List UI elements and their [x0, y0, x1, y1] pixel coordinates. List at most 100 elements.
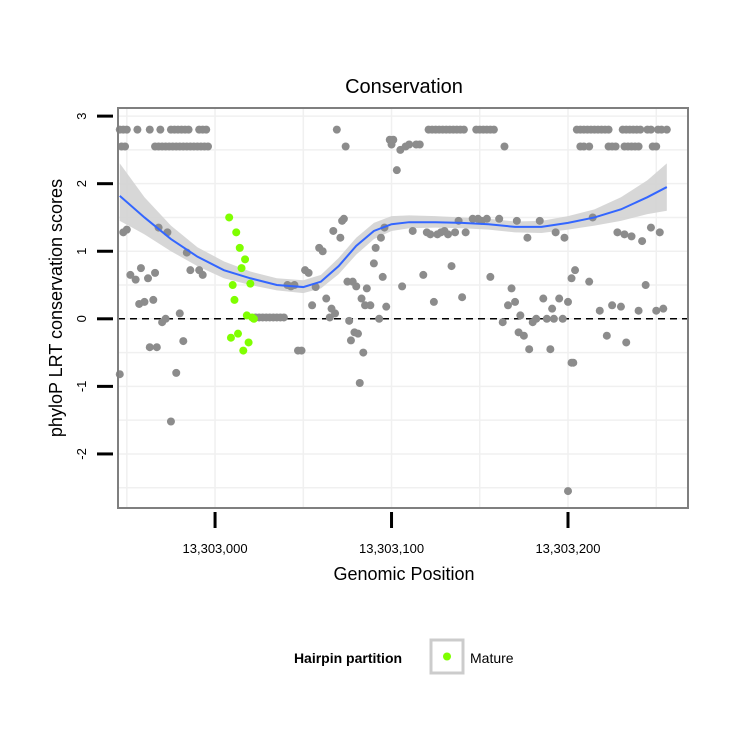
data-point [519, 331, 528, 340]
data-point [415, 140, 424, 149]
y-tick-label: -1 [74, 381, 89, 393]
data-point [345, 316, 354, 325]
data-point [149, 295, 158, 304]
data-point [339, 214, 348, 223]
data-point [198, 270, 207, 279]
data-point [585, 142, 594, 151]
data-point [636, 125, 645, 134]
data-point [662, 125, 671, 134]
data-point [318, 247, 327, 256]
legend-key-mature [443, 652, 451, 661]
data-point [535, 216, 544, 225]
data-point [516, 311, 525, 320]
data-point [646, 125, 655, 134]
data-point [429, 297, 438, 306]
data-point [451, 228, 460, 237]
data-point [659, 304, 668, 313]
data-point [145, 125, 154, 134]
chart-title: Conservation [345, 76, 463, 98]
y-tick-label: 3 [74, 112, 89, 119]
data-point [175, 309, 184, 318]
confidence-ribbon [119, 163, 667, 294]
legend-title: Hairpin partition [294, 650, 402, 666]
data-point [297, 346, 306, 355]
mature-data-point [234, 329, 242, 338]
x-tick-label: 13,303,200 [535, 541, 600, 556]
data-point [204, 142, 212, 151]
data-point [613, 228, 622, 237]
y-tick-label: 2 [74, 180, 89, 187]
mature-data-point [249, 314, 258, 323]
data-point [184, 125, 193, 134]
data-point [279, 313, 288, 322]
data-point [532, 314, 541, 323]
y-tick-label: 0 [74, 315, 89, 322]
data-point [622, 338, 631, 347]
data-point [444, 230, 452, 239]
data-point [145, 343, 154, 352]
data-point [122, 125, 131, 134]
data-point [560, 233, 569, 242]
data-point [507, 284, 516, 293]
plot-panel [115, 107, 689, 509]
data-point [156, 125, 165, 134]
data-point [655, 228, 664, 237]
data-point [290, 281, 299, 290]
data-point [426, 230, 435, 239]
data-point [375, 314, 384, 323]
data-point [382, 302, 391, 311]
data-point [611, 142, 620, 151]
plot-background [118, 108, 688, 508]
data-point [548, 304, 557, 313]
data-point [551, 228, 560, 237]
data-point [482, 214, 491, 223]
data-point [504, 301, 512, 310]
data-point [585, 277, 594, 286]
data-point [336, 233, 345, 242]
data-point [376, 233, 385, 242]
data-point [459, 125, 468, 134]
data-point [152, 343, 161, 352]
data-point [567, 358, 576, 367]
data-point [495, 214, 504, 223]
x-axis-title: Genomic Position [333, 564, 474, 584]
data-point [461, 228, 470, 237]
data-point [564, 487, 572, 496]
data-point [371, 243, 380, 252]
mature-data-point [226, 333, 235, 342]
data-point [355, 379, 364, 387]
data-point [627, 232, 636, 241]
data-point [179, 337, 188, 346]
data-point [620, 230, 629, 239]
mature-data-point [235, 243, 244, 252]
data-point [555, 294, 564, 303]
data-point [352, 282, 361, 291]
legend: Hairpin partition Mature [294, 638, 514, 675]
data-point [646, 223, 655, 232]
data-point [511, 297, 520, 306]
data-point [378, 272, 387, 281]
data-point [567, 274, 576, 283]
data-point [331, 309, 340, 318]
data-point [602, 331, 611, 340]
data-point [489, 125, 498, 134]
data-point [136, 264, 145, 273]
data-point [542, 314, 551, 323]
data-point [122, 225, 131, 234]
data-point [616, 302, 625, 311]
mature-data-point [244, 338, 253, 347]
data-point [354, 329, 362, 338]
legend-label-mature: Mature [470, 650, 514, 666]
data-point [308, 301, 317, 310]
conservation-points [115, 125, 671, 496]
data-point [151, 268, 160, 277]
data-point [341, 142, 350, 151]
data-point [595, 306, 604, 315]
data-point [172, 368, 181, 377]
data-point [608, 301, 617, 310]
data-point [359, 348, 368, 357]
data-point [571, 266, 580, 275]
data-point [346, 336, 355, 345]
data-point [329, 226, 338, 235]
